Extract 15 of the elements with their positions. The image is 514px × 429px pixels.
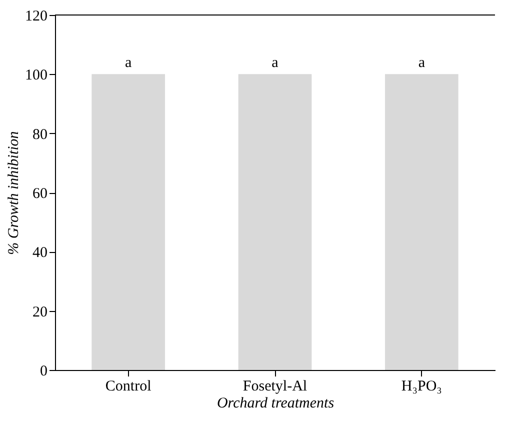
y-tick-label: 0 bbox=[40, 364, 48, 380]
x-tick-label: Fosetyl-Al bbox=[242, 378, 308, 394]
y-tick-label: 120 bbox=[25, 8, 48, 24]
x-axis-title: Orchard treatments bbox=[216, 396, 334, 412]
annotation: a bbox=[418, 55, 426, 72]
x-tick-label: Control bbox=[105, 378, 152, 394]
y-tick-label: 100 bbox=[25, 68, 48, 84]
y-tick-label: 80 bbox=[32, 126, 48, 143]
y-tick-label: 60 bbox=[32, 186, 48, 202]
y-tick-label: 20 bbox=[32, 304, 48, 320]
y-axis-title: % Growth inhibition bbox=[6, 131, 22, 255]
x-tick-label: H₃PO₃ bbox=[401, 378, 442, 394]
annotation: a bbox=[272, 55, 279, 72]
annotation: a bbox=[124, 55, 132, 72]
y-tick-label: 40 bbox=[32, 245, 48, 262]
